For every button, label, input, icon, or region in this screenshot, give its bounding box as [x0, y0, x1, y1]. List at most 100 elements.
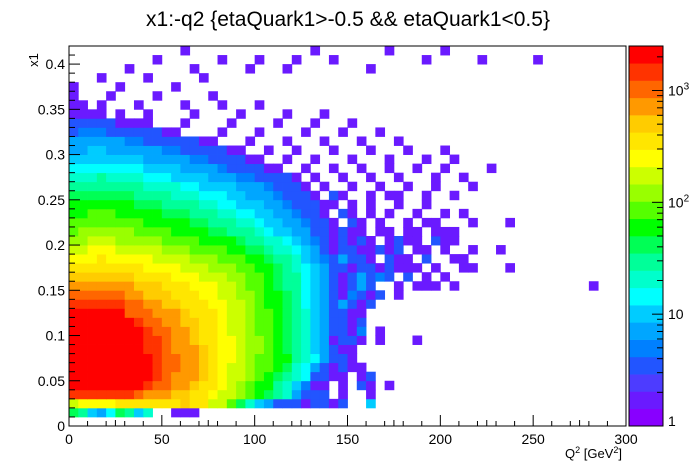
heatmap-cell: [245, 254, 256, 264]
heatmap-cell: [143, 380, 153, 391]
heatmap-cell: [96, 118, 107, 128]
heatmap-cell: [133, 344, 144, 355]
heatmap-cell: [319, 236, 330, 246]
heatmap-cell: [440, 208, 451, 219]
heatmap-cell: [421, 254, 432, 264]
heatmap-cell: [301, 335, 311, 345]
heatmap-cell: [106, 407, 116, 418]
heatmap-cell: [356, 380, 367, 391]
heatmap-cell: [143, 163, 153, 174]
heatmap-cell: [226, 362, 237, 373]
heatmap-cell: [282, 64, 293, 74]
heatmap-cell: [301, 281, 311, 291]
heatmap-cell: [143, 190, 153, 201]
heatmap-cell: [124, 371, 135, 382]
heatmap-cell: [96, 172, 107, 183]
heatmap-cell: [152, 380, 163, 391]
heatmap-cell: [78, 371, 88, 382]
heatmap-cell: [366, 263, 376, 273]
heatmap-cell: [319, 109, 330, 119]
heatmap-cell: [106, 127, 116, 137]
color-scale-label: 1: [668, 413, 676, 429]
heatmap-cell: [171, 371, 181, 382]
heatmap-cell: [356, 335, 367, 345]
heatmap-cell: [245, 226, 256, 237]
heatmap-cell: [291, 299, 302, 309]
heatmap-cell: [366, 290, 376, 300]
heatmap-cell: [96, 73, 107, 83]
x-tick-label: 200: [429, 431, 453, 447]
heatmap-cell: [301, 380, 311, 391]
heatmap-cell: [236, 281, 246, 291]
color-scale-band: [629, 356, 663, 375]
heatmap-cell: [319, 263, 330, 273]
heatmap-cell: [124, 208, 135, 219]
heatmap-cell: [319, 308, 330, 318]
heatmap-cell: [143, 398, 153, 409]
color-scale-band: [629, 408, 663, 427]
heatmap-cell: [291, 217, 302, 228]
heatmap-cell: [124, 407, 135, 418]
heatmap-cell: [226, 245, 237, 255]
heatmap-cell: [189, 136, 200, 146]
heatmap-cell: [263, 199, 274, 210]
heatmap-cell: [412, 263, 423, 273]
heatmap-cell: [440, 226, 451, 237]
color-scale-band: [629, 97, 663, 116]
heatmap-cell: [412, 236, 423, 246]
heatmap-cell: [273, 172, 283, 183]
heatmap-cell: [152, 317, 163, 327]
heatmap-cell: [236, 172, 246, 183]
heatmap-cell: [226, 217, 237, 228]
heatmap-cell: [328, 145, 339, 155]
heatmap-cell: [319, 380, 330, 391]
heatmap-cell: [291, 326, 302, 336]
heatmap-cell: [189, 145, 200, 155]
heatmap-cell: [133, 317, 144, 327]
heatmap-cell: [254, 163, 265, 174]
heatmap-cell: [143, 299, 153, 309]
heatmap-cell: [282, 217, 293, 228]
heatmap-cell: [143, 263, 153, 273]
heatmap-cell: [96, 163, 107, 174]
heatmap-cell: [106, 163, 116, 174]
heatmap-cell: [421, 281, 432, 291]
heatmap-cell: [171, 127, 181, 137]
color-scale-label: 102: [668, 193, 690, 210]
heatmap-cell: [124, 154, 135, 165]
heatmap-cell: [282, 136, 293, 146]
heatmap-cell: [124, 245, 135, 255]
heatmap-cell: [152, 245, 163, 255]
heatmap-cell: [375, 263, 386, 273]
heatmap-cell: [245, 353, 256, 364]
y-tick-label: 0.4: [46, 56, 66, 72]
heatmap-cell: [338, 371, 348, 382]
heatmap-cell: [87, 326, 98, 336]
heatmap-cell: [189, 407, 200, 418]
heatmap-cell: [282, 335, 293, 345]
heatmap-cell: [115, 226, 126, 237]
heatmap-cell: [152, 299, 163, 309]
heatmap-cell: [384, 163, 395, 174]
heatmap-cell: [254, 217, 265, 228]
heatmap-cell: [208, 308, 218, 318]
heatmap-cell: [115, 109, 126, 119]
heatmap-cell: [78, 317, 88, 327]
heatmap-cell: [124, 308, 135, 318]
color-scale-label: 103: [668, 82, 690, 99]
heatmap-cell: [78, 245, 88, 255]
heatmap-cell: [245, 245, 256, 255]
heatmap-cell: [310, 344, 321, 355]
heatmap-cell: [384, 226, 395, 237]
heatmap-cell: [189, 272, 200, 282]
heatmap-cell: [356, 217, 367, 228]
heatmap-cell: [115, 199, 126, 210]
heatmap-cell: [245, 172, 256, 183]
heatmap-cell: [69, 272, 79, 282]
heatmap-cell: [87, 163, 98, 174]
heatmap-cell: [282, 308, 293, 318]
heatmap-cell: [124, 163, 135, 174]
heatmap-cell: [152, 272, 163, 282]
heatmap-cell: [338, 127, 348, 137]
heatmap-cell: [87, 335, 98, 345]
